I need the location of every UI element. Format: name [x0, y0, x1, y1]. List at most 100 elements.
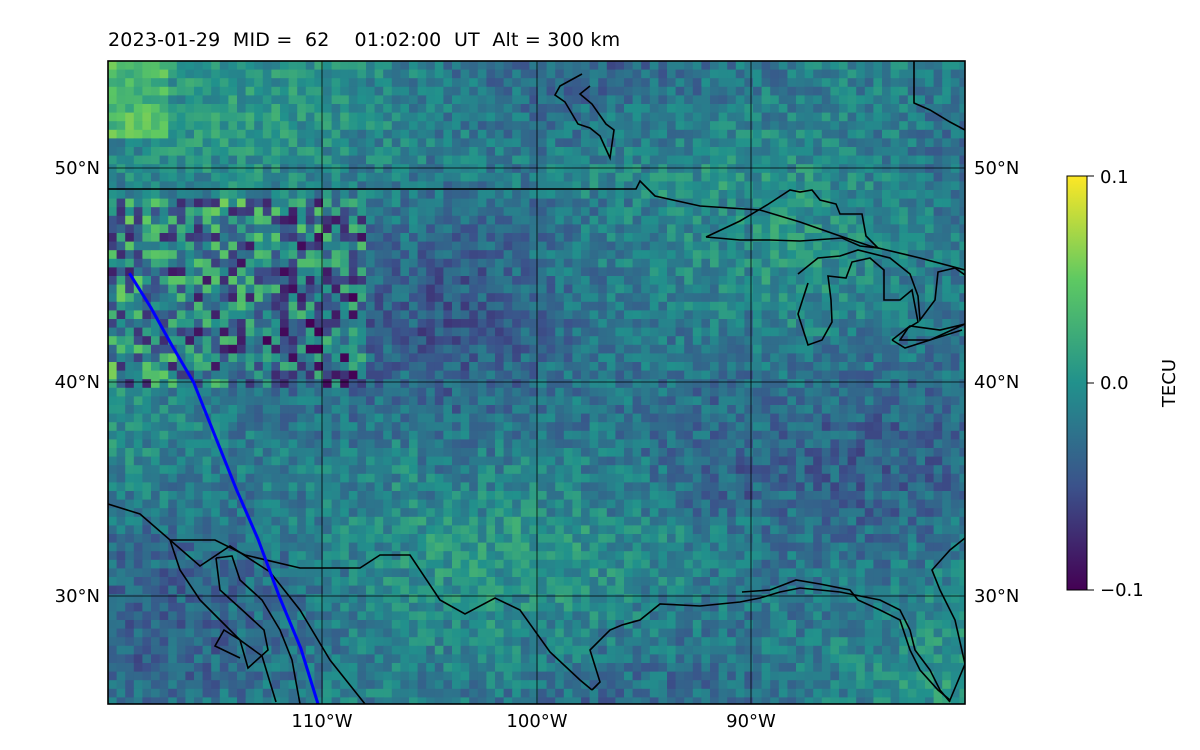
heatmap-cell — [366, 310, 376, 320]
heatmap-cell — [770, 121, 780, 131]
heatmap-cell — [907, 138, 917, 148]
heatmap-cell — [426, 172, 436, 182]
heatmap-cell — [366, 336, 376, 346]
heatmap-cell — [460, 86, 470, 96]
heatmap-cell — [271, 104, 281, 114]
heatmap-cell — [512, 138, 522, 148]
heatmap-cell — [125, 69, 135, 79]
heatmap-cell — [572, 241, 582, 251]
heatmap-cell — [959, 413, 965, 423]
heatmap-cell — [116, 276, 126, 286]
heatmap-cell — [305, 276, 315, 286]
heatmap-cell — [297, 456, 307, 466]
heatmap-cell — [710, 224, 720, 234]
heatmap-cell — [374, 147, 384, 157]
heatmap-cell — [271, 473, 281, 483]
heatmap-cell — [297, 198, 307, 208]
heatmap-cell — [409, 310, 419, 320]
heatmap-cell — [581, 482, 591, 492]
heatmap-cell — [108, 129, 118, 139]
heatmap-cell — [589, 61, 599, 71]
heatmap-cell — [727, 327, 737, 337]
heatmap-cell — [477, 293, 487, 303]
heatmap-cell — [563, 362, 573, 372]
heatmap-cell — [417, 104, 427, 114]
heatmap-cell — [159, 172, 169, 182]
heatmap-cell — [331, 319, 341, 329]
heatmap-cell — [512, 336, 522, 346]
heatmap-cell — [194, 413, 204, 423]
heatmap-cell — [598, 104, 608, 114]
heatmap-cell — [383, 430, 393, 440]
heatmap-cell — [357, 224, 367, 234]
heatmap-cell — [830, 112, 840, 122]
heatmap-cell — [185, 405, 195, 415]
heatmap-cell — [452, 138, 462, 148]
heatmap-cell — [933, 207, 943, 217]
heatmap-cell — [176, 190, 186, 200]
heatmap-cell — [477, 61, 487, 71]
heatmap-cell — [495, 198, 505, 208]
heatmap-cell — [761, 456, 771, 466]
heatmap-cell — [873, 104, 883, 114]
heatmap-cell — [847, 86, 857, 96]
heatmap-cell — [606, 405, 616, 415]
heatmap-cell — [254, 224, 264, 234]
heatmap-cell — [245, 293, 255, 303]
heatmap-cell — [916, 241, 926, 251]
heatmap-cell — [589, 198, 599, 208]
heatmap-cell — [761, 473, 771, 483]
heatmap-cell — [512, 310, 522, 320]
heatmap-cell — [572, 104, 582, 114]
heatmap-cell — [194, 241, 204, 251]
heatmap-cell — [288, 224, 298, 234]
heatmap-cell — [916, 310, 926, 320]
heatmap-cell — [641, 422, 651, 432]
heatmap-cell — [555, 267, 565, 277]
heatmap-cell — [546, 241, 556, 251]
heatmap-cell — [778, 301, 788, 311]
heatmap-cell — [434, 61, 444, 71]
heatmap-cell — [142, 112, 152, 122]
heatmap-cell — [753, 473, 763, 483]
heatmap-cell — [916, 121, 926, 131]
heatmap-cell — [787, 69, 797, 79]
heatmap-cell — [890, 198, 900, 208]
heatmap-cell — [916, 138, 926, 148]
heatmap-cell — [632, 250, 642, 260]
heatmap-cell — [486, 362, 496, 372]
heatmap-cell — [589, 353, 599, 363]
heatmap-cell — [237, 233, 247, 243]
heatmap-cell — [847, 104, 857, 114]
heatmap-cell — [477, 147, 487, 157]
heatmap-cell — [701, 344, 711, 354]
heatmap-cell — [512, 396, 522, 406]
heatmap-cell — [933, 104, 943, 114]
heatmap-cell — [323, 387, 333, 397]
heatmap-cell — [331, 284, 341, 294]
heatmap-cell — [211, 215, 221, 225]
heatmap-cell — [271, 362, 281, 372]
heatmap-cell — [512, 482, 522, 492]
heatmap-cell — [168, 456, 178, 466]
heatmap-cell — [658, 224, 668, 234]
heatmap-cell — [950, 396, 960, 406]
heatmap-cell — [907, 473, 917, 483]
heatmap-cell — [417, 69, 427, 79]
heatmap-cell — [211, 344, 221, 354]
heatmap-cell — [770, 190, 780, 200]
heatmap-cell — [297, 224, 307, 234]
heatmap-cell — [692, 86, 702, 96]
heatmap-cell — [280, 138, 290, 148]
heatmap-cell — [469, 430, 479, 440]
heatmap-cell — [417, 353, 427, 363]
heatmap-cell — [632, 276, 642, 286]
heatmap-cell — [133, 473, 143, 483]
heatmap-cell — [546, 112, 556, 122]
heatmap-cell — [409, 61, 419, 71]
heatmap-cell — [348, 155, 358, 165]
heatmap-cell — [563, 155, 573, 165]
heatmap-cell — [804, 301, 814, 311]
heatmap-cell — [305, 387, 315, 397]
heatmap-cell — [503, 129, 513, 139]
